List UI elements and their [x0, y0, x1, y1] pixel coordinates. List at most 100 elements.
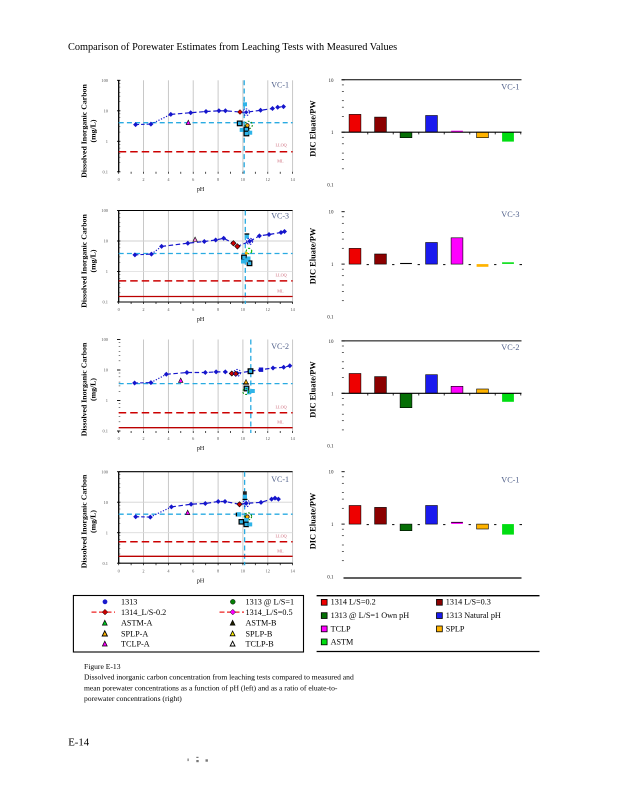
svg-text:1313 @ L/S=1: 1313 @ L/S=1 — [246, 598, 295, 607]
svg-text:DIC Eluate/PW: DIC Eluate/PW — [309, 227, 318, 284]
svg-text:E-14: E-14 — [68, 736, 90, 748]
svg-text:100: 100 — [101, 78, 108, 83]
svg-text:SPLP: SPLP — [446, 624, 465, 633]
svg-text:VC-1: VC-1 — [501, 476, 519, 485]
svg-text:porewater concentrations (righ: porewater concentrations (right) — [84, 694, 182, 703]
svg-text:14: 14 — [290, 307, 295, 312]
svg-text:0.1: 0.1 — [103, 429, 109, 434]
svg-text:(mg/L): (mg/L) — [89, 119, 98, 142]
svg-text:10: 10 — [104, 368, 109, 373]
svg-text:ASTM-A: ASTM-A — [121, 619, 152, 628]
svg-text:Dissolved Inorganic Carbon: Dissolved Inorganic Carbon — [80, 342, 89, 436]
svg-text:2: 2 — [142, 307, 144, 312]
svg-text:1314 L/S=0.2: 1314 L/S=0.2 — [331, 598, 376, 607]
svg-text:1314 L/S=0.3: 1314 L/S=0.3 — [446, 598, 491, 607]
svg-text:LLOQ: LLOQ — [276, 534, 287, 539]
svg-text:1: 1 — [331, 263, 334, 268]
svg-text:1314_L/S=0.5: 1314_L/S=0.5 — [246, 608, 293, 617]
svg-text:1: 1 — [106, 139, 108, 144]
svg-text:0.1: 0.1 — [327, 316, 334, 321]
svg-text:Dissolved Inorganic Carbon: Dissolved Inorganic Carbon — [80, 84, 89, 178]
svg-text:4: 4 — [167, 436, 170, 441]
svg-text:(mg/L): (mg/L) — [89, 510, 98, 533]
svg-text:12: 12 — [266, 307, 270, 312]
svg-text:TCLP-B: TCLP-B — [246, 640, 275, 649]
svg-text:4: 4 — [167, 307, 170, 312]
svg-text:6: 6 — [192, 307, 195, 312]
svg-text:1: 1 — [106, 530, 108, 535]
svg-text:10: 10 — [104, 109, 109, 114]
svg-text:pH: pH — [197, 187, 205, 193]
svg-text:VC-1: VC-1 — [271, 475, 289, 484]
svg-text:1: 1 — [106, 398, 108, 403]
svg-text:12: 12 — [266, 568, 270, 573]
svg-text:VC-3: VC-3 — [501, 210, 519, 219]
svg-text:0.1: 0.1 — [103, 170, 109, 175]
svg-text:TCLP-A: TCLP-A — [121, 640, 150, 649]
svg-text:14: 14 — [290, 436, 295, 441]
svg-text:ASTM: ASTM — [331, 637, 354, 646]
svg-text:pH: pH — [197, 317, 205, 323]
svg-text:LLOQ: LLOQ — [276, 404, 287, 409]
svg-text:4: 4 — [167, 177, 170, 182]
svg-text:1313 @ L/S=1 Own pH: 1313 @ L/S=1 Own pH — [331, 611, 410, 620]
svg-text:4: 4 — [167, 568, 170, 573]
svg-text:10: 10 — [241, 568, 245, 573]
svg-text:VC-1: VC-1 — [501, 83, 519, 92]
svg-text:ASTM-B: ASTM-B — [246, 619, 277, 628]
svg-text:Comparison of Porewater Estima: Comparison of Porewater Estimates from L… — [68, 42, 397, 53]
svg-text:VC-3: VC-3 — [271, 212, 289, 221]
svg-text:Dissolved inorganic carbon con: Dissolved inorganic carbon concentration… — [84, 673, 354, 682]
svg-text:(mg/L): (mg/L) — [89, 249, 98, 272]
svg-text:DIC Eluate/PW: DIC Eluate/PW — [309, 100, 318, 157]
svg-text:1314_L/S-0.2: 1314_L/S-0.2 — [121, 608, 166, 617]
svg-text:0: 0 — [118, 177, 120, 182]
svg-text:10: 10 — [241, 307, 245, 312]
svg-text:14: 14 — [290, 177, 295, 182]
svg-text:8: 8 — [217, 307, 219, 312]
svg-text:12: 12 — [266, 177, 270, 182]
svg-text:8: 8 — [217, 568, 219, 573]
svg-text:ML: ML — [277, 548, 284, 553]
svg-text:1: 1 — [331, 131, 334, 136]
svg-text:Figure E-13: Figure E-13 — [84, 662, 121, 671]
svg-text:SPLP-A: SPLP-A — [121, 629, 148, 638]
svg-text:pH: pH — [197, 578, 205, 584]
svg-text:8: 8 — [217, 436, 219, 441]
svg-text:ML: ML — [277, 159, 284, 164]
svg-text:100: 100 — [101, 469, 108, 474]
svg-text:DIC Eluate/PW: DIC Eluate/PW — [309, 492, 318, 549]
svg-text:VC-2: VC-2 — [271, 342, 289, 351]
svg-text:0.1: 0.1 — [327, 184, 334, 189]
svg-text:TCLP: TCLP — [331, 624, 351, 633]
svg-text:12: 12 — [266, 436, 270, 441]
svg-text:10: 10 — [329, 79, 335, 84]
svg-text:10: 10 — [329, 471, 335, 476]
svg-text:10: 10 — [241, 436, 245, 441]
svg-text:(mg/L): (mg/L) — [89, 378, 98, 401]
svg-text:LLOQ: LLOQ — [276, 143, 287, 148]
svg-text:SPLP-B: SPLP-B — [246, 629, 273, 638]
svg-text:8: 8 — [217, 177, 219, 182]
svg-text:0.1: 0.1 — [103, 561, 109, 566]
svg-text:10: 10 — [104, 239, 109, 244]
svg-text:ML: ML — [277, 289, 284, 294]
svg-text:1: 1 — [331, 523, 334, 528]
svg-text:VC-1: VC-1 — [271, 81, 289, 90]
svg-text:mean porewater concentrations: mean porewater concentrations as a funct… — [84, 683, 338, 692]
svg-text:1313 Natural pH: 1313 Natural pH — [446, 611, 501, 620]
svg-text:pH: pH — [197, 446, 205, 452]
svg-text:Dissolved Inorganic Carbon: Dissolved Inorganic Carbon — [80, 474, 89, 568]
svg-text:2: 2 — [142, 436, 144, 441]
svg-text:0.1: 0.1 — [327, 576, 334, 581]
svg-text:0.1: 0.1 — [103, 300, 109, 305]
svg-text:2: 2 — [142, 568, 144, 573]
svg-text:0: 0 — [118, 436, 120, 441]
svg-text:14: 14 — [290, 568, 295, 573]
svg-text:100: 100 — [101, 208, 108, 213]
svg-text:10: 10 — [329, 340, 335, 345]
svg-text:1: 1 — [331, 392, 334, 397]
svg-text:6: 6 — [192, 177, 195, 182]
svg-text:10: 10 — [329, 211, 335, 216]
svg-text:0: 0 — [118, 307, 120, 312]
